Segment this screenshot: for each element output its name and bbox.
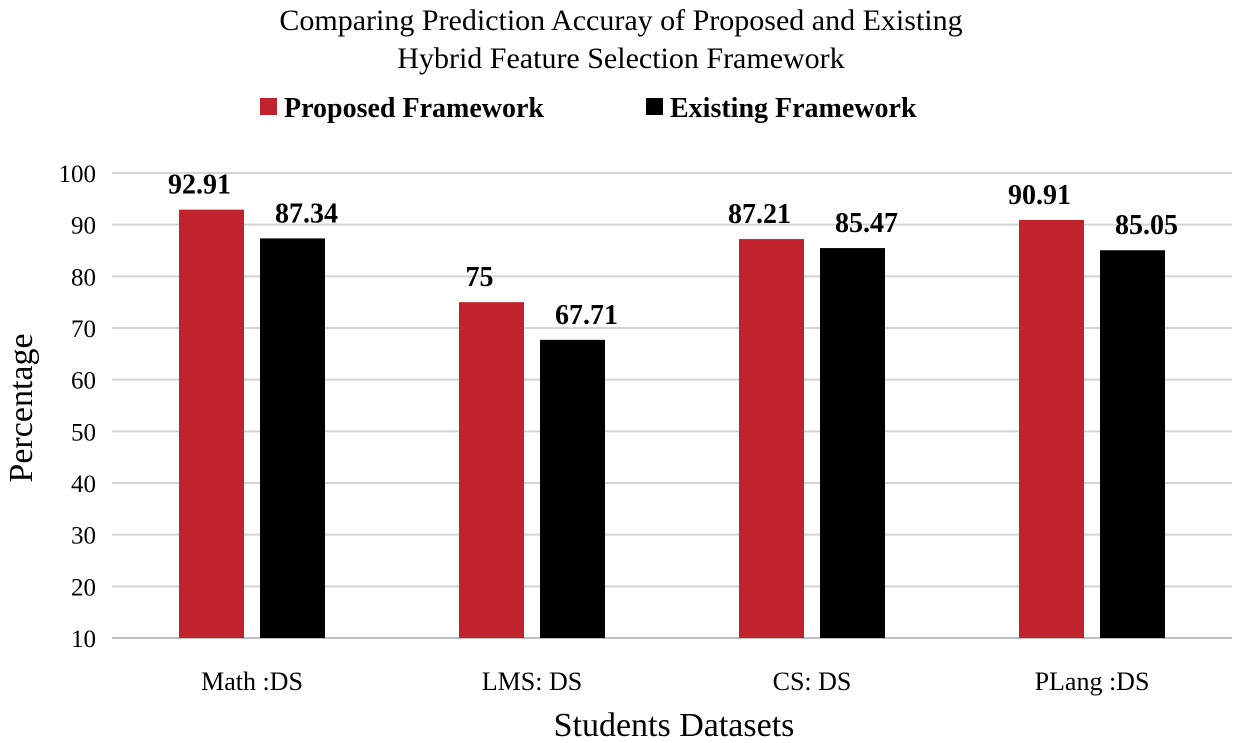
bar-proposed-3 (1019, 219, 1084, 638)
y-tick-label-70: 70 (71, 316, 96, 343)
y-tick-label-30: 30 (71, 523, 96, 550)
bar-proposed-0 (179, 209, 244, 639)
data-label-existing-1: 67.71 (555, 300, 618, 331)
y-tick-label-100: 100 (59, 161, 97, 188)
y-tick-label-10: 10 (71, 626, 96, 653)
data-label-existing-3: 85.05 (1115, 210, 1178, 241)
bar-existing-0 (260, 238, 325, 638)
x-category-label-3: PLang :DS (1035, 667, 1150, 696)
chart-title: Comparing Prediction Accuray of Proposed… (279, 4, 962, 75)
legend-label-existing: Existing Framework (670, 93, 917, 124)
chart-title-line-2: Hybrid Feature Selection Framework (397, 42, 844, 75)
x-category-label-1: LMS: DS (482, 667, 582, 696)
chart-title-line-1: Comparing Prediction Accuray of Proposed… (279, 4, 962, 37)
y-axis-title: Percentage (3, 333, 40, 482)
y-tick-label-90: 90 (71, 213, 96, 240)
bar-existing-3 (1100, 250, 1165, 638)
data-label-existing-0: 87.34 (275, 198, 338, 229)
bars (179, 209, 1165, 639)
bar-proposed-2 (739, 239, 804, 638)
y-tick-label-40: 40 (71, 471, 96, 498)
legend-swatch-existing (646, 98, 663, 115)
bar-existing-2 (820, 248, 885, 639)
data-label-proposed-2: 87.21 (728, 199, 791, 230)
x-axis-categories: Math :DS LMS: DS CS: DS PLang :DS (201, 667, 1149, 696)
y-axis-ticks: 10 20 30 40 50 60 70 80 90 100 (59, 161, 97, 653)
bar-existing-1 (540, 339, 605, 638)
y-tick-label-60: 60 (71, 368, 96, 395)
legend: Proposed Framework Existing Framework (260, 93, 917, 124)
data-label-proposed-3: 90.91 (1008, 180, 1071, 211)
y-tick-label-20: 20 (71, 574, 96, 601)
legend-label-proposed: Proposed Framework (284, 93, 544, 124)
legend-swatch-proposed (260, 98, 277, 115)
data-label-existing-2: 85.47 (835, 208, 898, 239)
x-category-label-2: CS: DS (773, 667, 852, 696)
data-label-proposed-0: 92.91 (168, 170, 231, 201)
data-label-proposed-1: 75 (466, 262, 494, 293)
y-tick-label-80: 80 (71, 264, 96, 291)
bar-proposed-1 (459, 302, 524, 638)
x-category-label-0: Math :DS (201, 667, 303, 696)
x-axis-title: Students Datasets (554, 707, 795, 743)
y-tick-label-50: 50 (71, 419, 96, 446)
data-labels: 92.91 87.34 75 67.71 87.21 85.47 90.91 85.05 (168, 170, 1178, 331)
